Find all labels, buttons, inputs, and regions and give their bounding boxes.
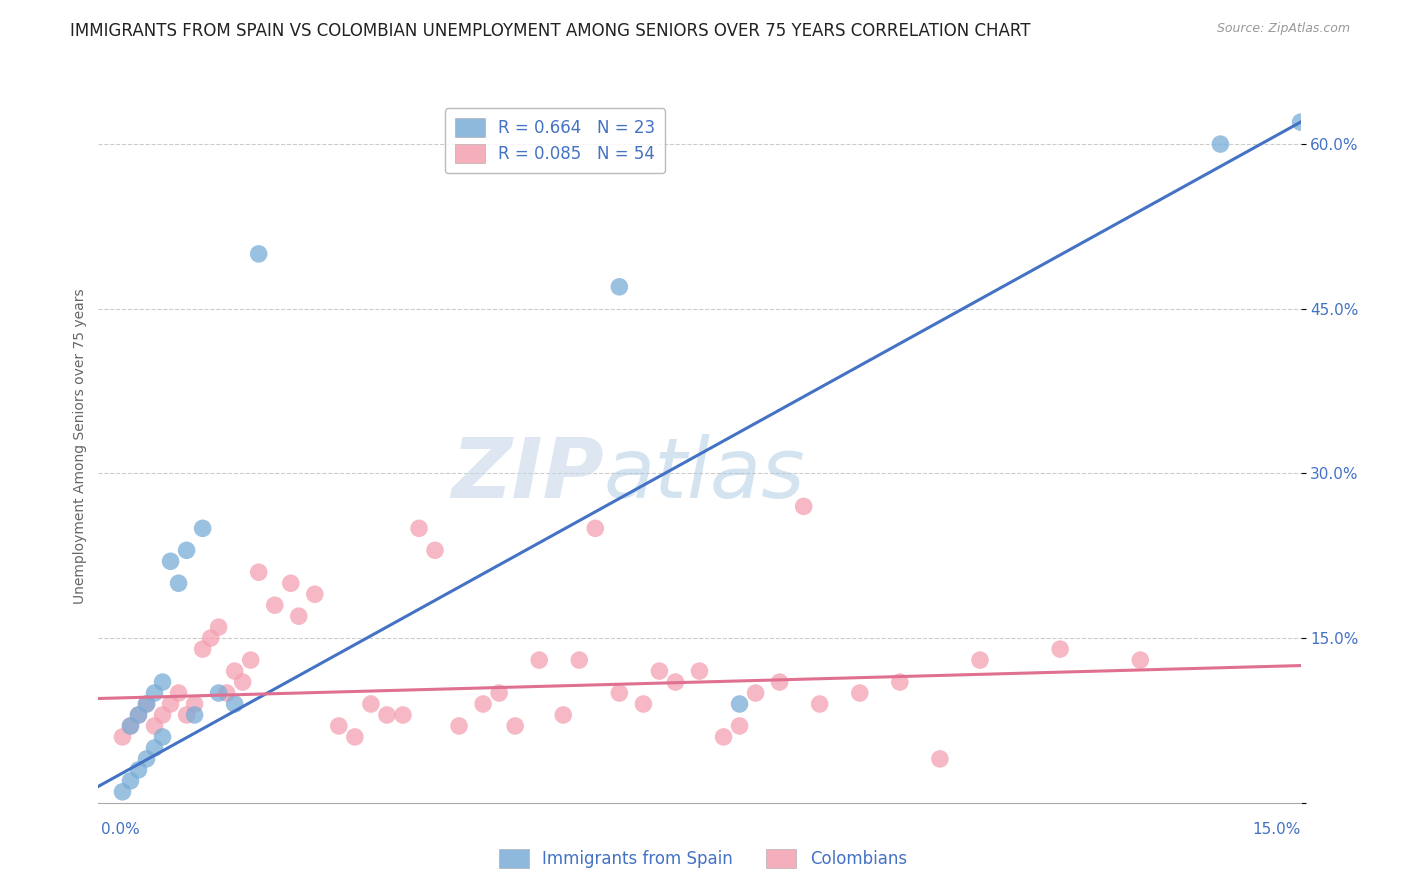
Point — [143, 686, 166, 700]
Point — [128, 708, 150, 723]
Point — [304, 587, 326, 601]
Point — [183, 708, 205, 723]
Point — [728, 697, 751, 711]
Point — [553, 708, 575, 723]
Legend: R = 0.664   N = 23, R = 0.085   N = 54: R = 0.664 N = 23, R = 0.085 N = 54 — [446, 108, 665, 173]
Point — [120, 719, 142, 733]
Point — [1129, 653, 1152, 667]
Point — [247, 247, 270, 261]
Point — [152, 708, 174, 723]
Point — [263, 598, 285, 612]
Point — [1289, 115, 1312, 129]
Point — [159, 697, 181, 711]
Text: IMMIGRANTS FROM SPAIN VS COLOMBIAN UNEMPLOYMENT AMONG SENIORS OVER 75 YEARS CORR: IMMIGRANTS FROM SPAIN VS COLOMBIAN UNEMP… — [70, 22, 1031, 40]
Point — [808, 697, 831, 711]
Point — [375, 708, 398, 723]
Point — [167, 686, 190, 700]
Point — [488, 686, 510, 700]
Point — [143, 740, 166, 755]
Text: Source: ZipAtlas.com: Source: ZipAtlas.com — [1216, 22, 1350, 36]
Point — [392, 708, 415, 723]
Point — [159, 554, 181, 568]
Point — [200, 631, 222, 645]
Point — [744, 686, 766, 700]
Point — [232, 675, 254, 690]
Legend: Immigrants from Spain, Colombians: Immigrants from Spain, Colombians — [492, 842, 914, 875]
Point — [128, 708, 150, 723]
Point — [135, 697, 157, 711]
Point — [208, 620, 231, 634]
Point — [609, 280, 631, 294]
Point — [793, 500, 815, 514]
Point — [167, 576, 190, 591]
Point — [503, 719, 526, 733]
Point — [224, 697, 246, 711]
Point — [713, 730, 735, 744]
Point — [1049, 642, 1071, 657]
Point — [447, 719, 470, 733]
Point — [120, 719, 142, 733]
Point — [183, 697, 205, 711]
Point — [247, 566, 270, 580]
Point — [152, 730, 174, 744]
Point — [849, 686, 872, 700]
Text: 0.0%: 0.0% — [101, 822, 141, 837]
Point — [288, 609, 311, 624]
Point — [176, 543, 198, 558]
Text: atlas: atlas — [603, 434, 806, 515]
Point — [408, 521, 430, 535]
Y-axis label: Unemployment Among Seniors over 75 years: Unemployment Among Seniors over 75 years — [73, 288, 87, 604]
Point — [176, 708, 198, 723]
Point — [191, 521, 214, 535]
Point — [529, 653, 551, 667]
Point — [648, 664, 671, 678]
Point — [768, 675, 790, 690]
Point — [889, 675, 911, 690]
Point — [472, 697, 495, 711]
Point — [239, 653, 262, 667]
Point — [152, 675, 174, 690]
Point — [128, 763, 150, 777]
Point — [360, 697, 382, 711]
Point — [224, 664, 246, 678]
Point — [208, 686, 231, 700]
Point — [111, 730, 134, 744]
Point — [135, 697, 157, 711]
Point — [664, 675, 686, 690]
Point — [328, 719, 350, 733]
Point — [728, 719, 751, 733]
Point — [120, 773, 142, 788]
Point — [111, 785, 134, 799]
Point — [343, 730, 366, 744]
Point — [1209, 137, 1232, 152]
Text: 15.0%: 15.0% — [1253, 822, 1301, 837]
Point — [191, 642, 214, 657]
Point — [969, 653, 991, 667]
Point — [280, 576, 302, 591]
Point — [609, 686, 631, 700]
Point — [135, 752, 157, 766]
Point — [929, 752, 952, 766]
Point — [583, 521, 606, 535]
Point — [143, 719, 166, 733]
Point — [688, 664, 710, 678]
Text: ZIP: ZIP — [451, 434, 603, 515]
Point — [568, 653, 591, 667]
Point — [423, 543, 446, 558]
Point — [215, 686, 238, 700]
Point — [633, 697, 655, 711]
